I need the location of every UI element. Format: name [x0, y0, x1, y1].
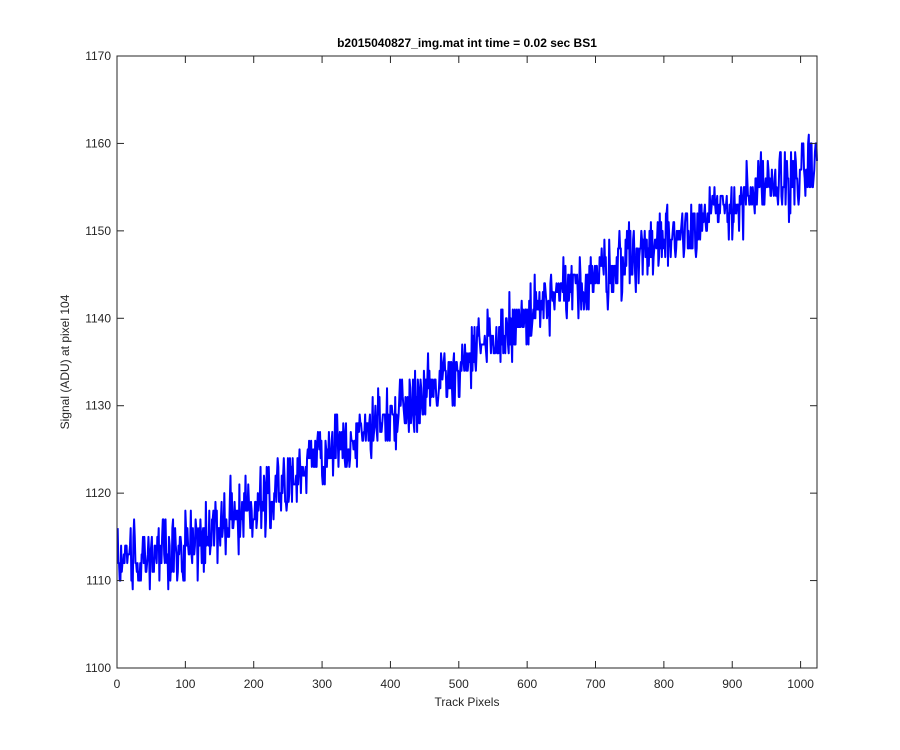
- x-tick-label: 0: [114, 677, 121, 691]
- x-tick-label: 100: [175, 677, 195, 691]
- x-tick-label: 600: [517, 677, 537, 691]
- x-tick-label: 800: [654, 677, 674, 691]
- axes-box: [116, 55, 818, 669]
- x-tick-label: 200: [244, 677, 264, 691]
- y-tick-label: 1120: [85, 486, 111, 500]
- chart-title: b2015040827_img.mat int time = 0.02 sec …: [337, 36, 597, 50]
- y-tick-label: 1160: [85, 136, 111, 150]
- data-series-line: [116, 133, 818, 591]
- x-axis: 0 100 200 300 400 500 600 700 800 900 1000: [114, 56, 814, 691]
- y-tick-label: 1100: [85, 661, 111, 675]
- x-tick-label: 300: [312, 677, 332, 691]
- x-tick-label: 1000: [787, 677, 814, 691]
- y-tick-label: 1140: [85, 311, 111, 325]
- y-axis: 1100 1110 1120 1130 1140 1150 1160 1170: [85, 49, 817, 675]
- x-tick-label: 500: [449, 677, 469, 691]
- x-tick-label: 700: [586, 677, 606, 691]
- y-tick-label: 1110: [86, 574, 111, 588]
- x-axis-label: Track Pixels: [435, 695, 500, 709]
- plot-area: [116, 55, 818, 669]
- y-tick-label: 1150: [85, 224, 111, 238]
- x-tick-label: 400: [380, 677, 400, 691]
- x-tick-label: 900: [722, 677, 742, 691]
- y-tick-label: 1130: [85, 399, 111, 413]
- y-tick-label: 1170: [85, 49, 111, 63]
- y-axis-label: Signal (ADU) at pixel 104: [58, 294, 72, 429]
